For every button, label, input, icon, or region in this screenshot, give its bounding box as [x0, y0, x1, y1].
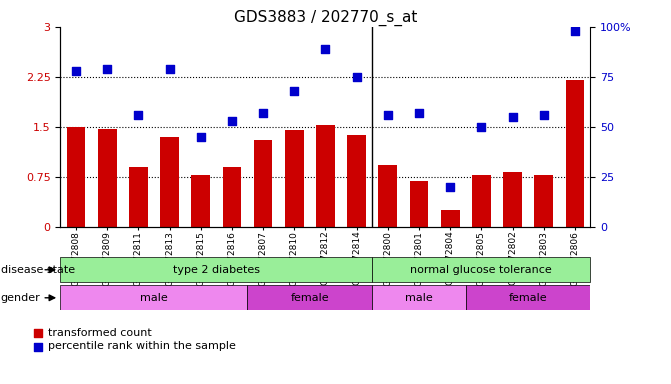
Bar	[472, 175, 491, 227]
Bar	[129, 167, 148, 227]
Bar	[254, 140, 272, 227]
Point	[258, 110, 268, 116]
Text: female: female	[509, 293, 548, 303]
Bar	[66, 127, 85, 227]
Text: gender: gender	[1, 293, 40, 303]
Bar	[316, 126, 335, 227]
Point	[476, 124, 486, 130]
Bar	[409, 181, 428, 227]
Bar	[285, 130, 303, 227]
Point	[538, 112, 549, 118]
Point	[289, 88, 300, 94]
Bar	[378, 165, 397, 227]
Bar	[98, 129, 117, 227]
Point	[507, 114, 518, 120]
Point	[164, 66, 175, 72]
Point	[133, 112, 144, 118]
Bar	[191, 175, 210, 227]
Text: female: female	[291, 293, 329, 303]
Bar	[372, 257, 590, 282]
Bar	[466, 285, 590, 310]
Point	[320, 46, 331, 52]
Bar	[566, 80, 584, 227]
Point	[102, 66, 113, 72]
Title: GDS3883 / 202770_s_at: GDS3883 / 202770_s_at	[234, 9, 417, 25]
Point	[382, 112, 393, 118]
Text: normal glucose tolerance: normal glucose tolerance	[411, 265, 552, 275]
Point	[195, 134, 206, 140]
Bar	[60, 285, 248, 310]
Bar	[60, 257, 372, 282]
Text: type 2 diabetes: type 2 diabetes	[173, 265, 260, 275]
Text: disease state: disease state	[1, 265, 74, 275]
Point	[413, 110, 424, 116]
Bar	[441, 210, 460, 227]
Point	[70, 68, 81, 74]
Bar	[223, 167, 242, 227]
Point	[445, 184, 456, 190]
Legend: transformed count, percentile rank within the sample: transformed count, percentile rank withi…	[32, 328, 236, 351]
Bar	[248, 285, 372, 310]
Point	[570, 28, 580, 34]
Bar	[534, 175, 553, 227]
Text: male: male	[140, 293, 168, 303]
Bar	[348, 135, 366, 227]
Bar	[372, 285, 466, 310]
Bar	[503, 172, 522, 227]
Bar	[160, 137, 179, 227]
Text: male: male	[405, 293, 433, 303]
Point	[351, 74, 362, 80]
Point	[227, 118, 238, 124]
